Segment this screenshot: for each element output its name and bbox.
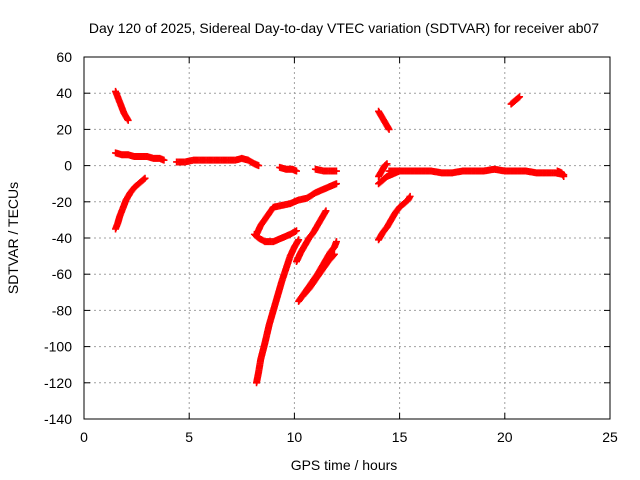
series-arc-14 — [375, 192, 414, 244]
series-arc-16 — [375, 160, 391, 180]
series-arc-5 — [276, 163, 301, 175]
data-point — [160, 156, 168, 164]
y-tick-label: -120 — [44, 375, 72, 391]
y-tick-label: 0 — [64, 158, 72, 174]
data-point — [295, 236, 303, 244]
x-tick-label: 5 — [185, 429, 193, 445]
series-arc-9 — [253, 180, 340, 238]
data-point — [124, 116, 132, 124]
x-tick-label: 15 — [392, 429, 408, 445]
y-tick-label: -80 — [52, 302, 72, 318]
y-tick-label: -140 — [44, 411, 72, 427]
chart-title: Day 120 of 2025, Sidereal Day-to-day VTE… — [89, 20, 599, 36]
y-tick-label: -40 — [52, 230, 72, 246]
x-tick-label: 25 — [602, 429, 618, 445]
data-point — [332, 180, 340, 188]
y-tick-label: 60 — [56, 49, 72, 65]
data-point — [140, 175, 148, 183]
grid-lines — [84, 57, 610, 419]
series-arc-18 — [507, 93, 524, 108]
axes: 0 5 10 15 20 25 -140 -120 -100 -80 -60 -40 -20 0 20 40 6… — [44, 49, 618, 445]
data-point — [332, 167, 340, 175]
y-tick-label: 20 — [56, 121, 72, 137]
y-tick-label: -100 — [44, 339, 72, 355]
series-arc-17 — [385, 165, 568, 179]
y-tick-label: 40 — [56, 85, 72, 101]
series-arc-7 — [253, 236, 303, 387]
data-markers — [112, 87, 568, 387]
series-arc-1 — [112, 87, 132, 124]
data-point — [382, 161, 390, 169]
data-point — [255, 162, 263, 170]
data-point — [322, 207, 330, 215]
x-axis-label: GPS time / hours — [291, 457, 398, 473]
y-tick-label: -20 — [52, 194, 72, 210]
x-tick-label: 20 — [497, 429, 513, 445]
data-point — [293, 227, 301, 235]
y-axis-label: SDTVAR / TECUs — [5, 182, 21, 294]
data-point — [560, 172, 568, 180]
data-point — [516, 93, 524, 101]
data-point — [330, 250, 338, 258]
x-tick-label: 10 — [287, 429, 303, 445]
data-point — [329, 251, 337, 259]
data-point — [406, 192, 414, 200]
series-arc-12 — [299, 250, 338, 300]
data-point — [293, 167, 301, 175]
series-arc-3 — [112, 174, 149, 233]
series-arc-6 — [311, 165, 340, 175]
series-arc-10 — [293, 207, 330, 266]
data-point — [332, 238, 340, 246]
x-tick-label: 0 — [80, 429, 88, 445]
series-arc-13 — [375, 107, 393, 133]
series-arc-2 — [112, 149, 168, 164]
series-arc-4 — [173, 154, 263, 170]
data-point — [383, 160, 391, 168]
data-point — [141, 174, 149, 182]
data-point — [385, 125, 393, 133]
series-arc-19 — [553, 167, 568, 180]
data-point — [514, 94, 522, 102]
y-tick-label: -60 — [52, 266, 72, 282]
